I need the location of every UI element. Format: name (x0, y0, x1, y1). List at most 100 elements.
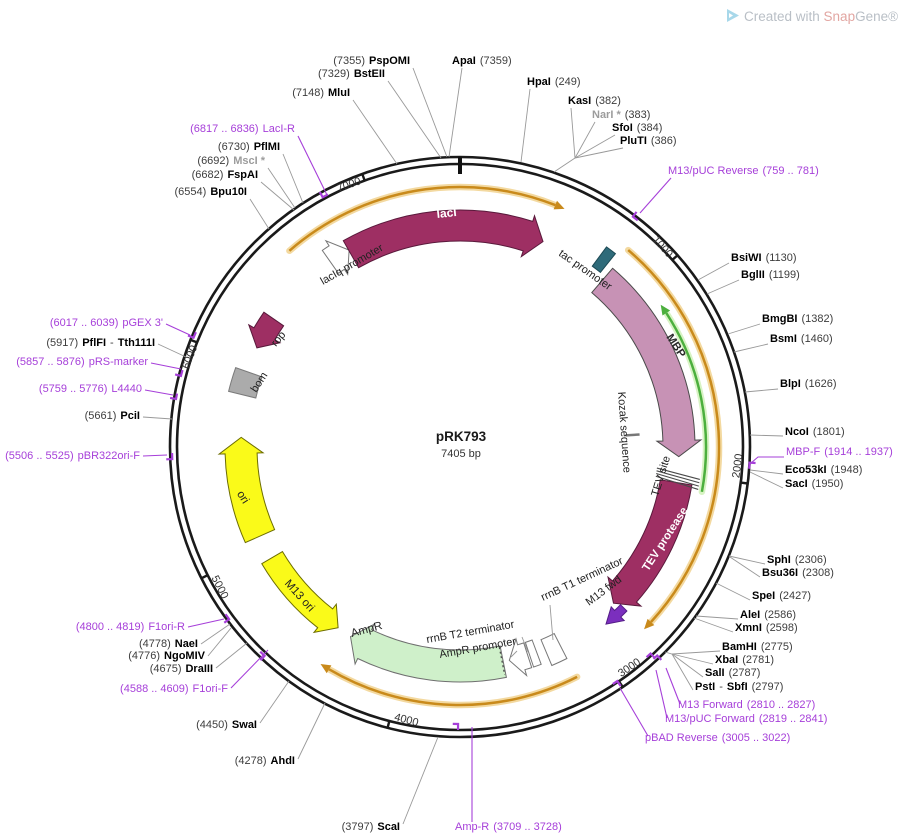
site-line-hpai (520, 88, 531, 163)
site-label-pflfi-tth111i: (5917) PflFI - Tth111I (46, 337, 155, 349)
site-label-part: (5917) (46, 337, 78, 349)
site-label-sphi: SphI (2306) (767, 554, 827, 566)
site-label-part: Bsu36I (762, 567, 798, 579)
site-label-part: (1382) (801, 313, 833, 325)
orf-arc-green-arrowhead (660, 304, 671, 316)
feature-m13-fwd-arrow (605, 603, 628, 625)
site-label-l4440: (5759 .. 5776) L4440 (39, 383, 142, 395)
orf-arc-right (627, 249, 721, 623)
site-label-part: MscI * (233, 155, 266, 167)
site-label-nari: NarI * (383) (592, 109, 650, 121)
site-label-part: (1801) (813, 426, 845, 438)
feature-ori (217, 436, 276, 544)
site-line-xmni (693, 617, 734, 633)
site-label-part: (2810 .. 2827) (747, 699, 816, 711)
plasmid-title-block: pRK793 7405 bp (436, 429, 487, 460)
site-line-f1ori-r (187, 618, 225, 628)
site-line-draiii (215, 642, 248, 669)
site-line-bglii (706, 279, 740, 295)
site-label-part: (4588 .. 4609) (120, 683, 189, 695)
site-line-ngomiv (207, 627, 232, 657)
site-label-part: (6554) (175, 186, 207, 198)
site-label-part: (5661) (85, 410, 117, 422)
site-line-ncoi (749, 434, 784, 437)
site-label-pluti: PluTI (386) (620, 135, 677, 147)
label-connectors (142, 67, 784, 825)
site-line-pluti (574, 147, 624, 159)
site-line-prs-marker (150, 362, 182, 370)
site-label-part: DraIII (185, 663, 213, 675)
tick-7000 (360, 172, 367, 182)
tick-6000 (189, 338, 199, 344)
site-label-bpu10i: (6554) Bpu10I (175, 186, 247, 198)
site-line-spei (715, 582, 751, 601)
site-label-part: (4778) (139, 638, 171, 650)
site-line-nari (574, 121, 596, 159)
site-label-part: Bpu10I (210, 186, 247, 198)
tick-2000 (739, 481, 749, 485)
primer-tick-m13puc-forward (645, 651, 656, 659)
site-label-part: (5759 .. 5776) (39, 383, 108, 395)
site-label-apai: ApaI (7359) (452, 55, 512, 67)
site-line-bpu10i (249, 198, 270, 230)
site-line-naei (200, 623, 231, 645)
features (217, 209, 703, 683)
site-line-laci-r (297, 135, 328, 196)
site-label-part: Amp-R (455, 821, 489, 833)
site-label-part: Eco53kI (785, 464, 827, 476)
site-label-part: (7329) (318, 68, 350, 80)
site-label-part: (2797) (752, 681, 784, 693)
site-label-pflmi: (6730) PflMI (218, 141, 280, 153)
site-label-part: SalI (705, 667, 725, 679)
site-label-xmni: XmnI (2598) (735, 622, 798, 634)
site-label-bsiwi: BsiWI (1130) (731, 252, 797, 264)
site-label-part: M13/pUC Forward (665, 713, 755, 725)
site-label-part: (1130) (766, 252, 797, 264)
site-label-part: (7359) (480, 55, 512, 67)
snapgene-logo-notch (729, 13, 733, 18)
site-label-mlui: (7148) MluI (292, 87, 350, 99)
site-label-part: (383) (625, 109, 651, 121)
site-line-sfoi (574, 134, 616, 159)
site-label-part: (3797) (342, 821, 374, 833)
site-label-part: (2787) (729, 667, 761, 679)
site-label-part: pRS-marker (89, 356, 149, 368)
site-line-bmgbi (727, 323, 761, 335)
primer-tick-amp-r (452, 722, 460, 731)
site-label-part: (6730) (218, 141, 250, 153)
site-label-alei: AleI (2586) (740, 609, 796, 621)
site-label-blpi: BlpI (1626) (780, 378, 837, 390)
site-label-swai: (4450) SwaI (196, 719, 257, 731)
site-line-xbai (671, 653, 714, 665)
tick-label-7000: 7000 (336, 175, 363, 195)
site-label-part: (4800 .. 4819) (76, 621, 145, 633)
site-label-part: FspAI (227, 169, 258, 181)
site-label-part: ApaI (452, 55, 476, 67)
site-label-hpai: HpaI (249) (527, 76, 581, 88)
site-line-bsiwi (697, 262, 730, 281)
site-line-pflfi-tth111i (157, 343, 187, 358)
site-label-part: (386) (651, 135, 677, 147)
plasmid-name: pRK793 (436, 429, 487, 444)
kozak-tick (625, 433, 640, 437)
primer-tick-m13puc-reverse (631, 211, 639, 222)
site-line-m13puc-forward (655, 669, 668, 719)
site-label-part: (1948) (831, 464, 863, 476)
site-label-part: pBR322ori-F (78, 450, 141, 462)
site-label-part: - (110, 337, 114, 349)
site-label-part: (6692) (197, 155, 229, 167)
site-line-bsteii (387, 80, 442, 159)
primer-tick-mbp-f (748, 461, 756, 469)
site-label-amp-r: Amp-R (3709 .. 3728) (455, 821, 562, 833)
site-label-part: (3709 .. 3728) (493, 821, 562, 833)
tev-site-hatch-4 (655, 475, 699, 490)
site-label-part: (1950) (812, 478, 844, 490)
site-line-psti-sbfi (671, 653, 694, 691)
site-label-part: (759 .. 781) (762, 165, 818, 177)
site-label-bsteii: (7329) BstEII (318, 68, 385, 80)
site-label-part: (4776) (128, 650, 160, 662)
site-label-ngomiv: (4776) NgoMIV (128, 650, 205, 662)
site-label-part: - (719, 681, 723, 693)
site-labels: (7355) PspOMI (7329) BstEII (7148) MluI (6817 … (5, 55, 893, 833)
